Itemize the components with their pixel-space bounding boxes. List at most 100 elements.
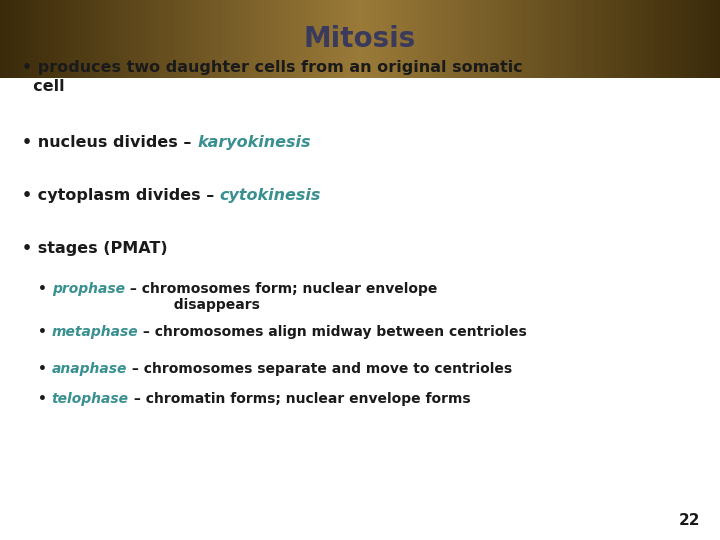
Bar	[67, 0, 70, 78]
Text: • produces two daughter cells from an original somatic
  cell: • produces two daughter cells from an or…	[22, 60, 523, 93]
Bar	[365, 0, 367, 78]
Bar	[274, 0, 276, 78]
Bar	[593, 0, 595, 78]
Bar	[502, 0, 504, 78]
Bar	[74, 0, 77, 78]
Bar	[336, 0, 338, 78]
Bar	[434, 0, 437, 78]
Bar	[446, 0, 449, 78]
Bar	[199, 0, 202, 78]
Bar	[660, 0, 662, 78]
Bar	[254, 0, 257, 78]
Bar	[413, 0, 415, 78]
Bar	[346, 0, 348, 78]
Bar	[214, 0, 216, 78]
Bar	[38, 0, 41, 78]
Bar	[209, 0, 211, 78]
Bar	[504, 0, 506, 78]
Bar	[706, 0, 708, 78]
Bar	[353, 0, 355, 78]
Bar	[297, 0, 300, 78]
Bar	[19, 0, 22, 78]
Bar	[545, 0, 547, 78]
Bar	[9, 0, 12, 78]
Bar	[27, 0, 29, 78]
Bar	[24, 0, 27, 78]
Bar	[137, 0, 139, 78]
Bar	[490, 0, 492, 78]
Bar	[655, 0, 657, 78]
Bar	[379, 0, 382, 78]
Bar	[662, 0, 665, 78]
Bar	[300, 0, 302, 78]
Bar	[675, 0, 677, 78]
Bar	[329, 0, 331, 78]
Bar	[166, 0, 168, 78]
Bar	[77, 0, 79, 78]
Bar	[369, 0, 372, 78]
Bar	[427, 0, 430, 78]
Bar	[288, 0, 290, 78]
Bar	[449, 0, 451, 78]
Bar	[585, 0, 588, 78]
Bar	[377, 0, 379, 78]
Bar	[437, 0, 439, 78]
Bar	[185, 0, 187, 78]
Text: – chromatin forms; nuclear envelope forms: – chromatin forms; nuclear envelope form…	[129, 392, 470, 406]
Bar	[132, 0, 135, 78]
Bar	[542, 0, 545, 78]
Bar	[646, 0, 648, 78]
Bar	[672, 0, 675, 78]
Bar	[240, 0, 243, 78]
Bar	[89, 0, 91, 78]
Text: • stages (PMAT): • stages (PMAT)	[22, 241, 168, 256]
Text: •: •	[38, 325, 52, 339]
Bar	[106, 0, 108, 78]
Bar	[264, 0, 266, 78]
Bar	[221, 0, 223, 78]
Bar	[228, 0, 230, 78]
Bar	[701, 0, 703, 78]
Bar	[430, 0, 432, 78]
Bar	[487, 0, 490, 78]
Bar	[540, 0, 542, 78]
Bar	[420, 0, 423, 78]
Bar	[374, 0, 377, 78]
Bar	[36, 0, 38, 78]
Bar	[715, 0, 718, 78]
Bar	[322, 0, 324, 78]
Bar	[603, 0, 605, 78]
Text: Mitosis: Mitosis	[304, 25, 416, 53]
Bar	[341, 0, 343, 78]
Bar	[302, 0, 305, 78]
Bar	[667, 0, 670, 78]
Bar	[338, 0, 341, 78]
Bar	[250, 0, 252, 78]
Bar	[468, 0, 470, 78]
Bar	[521, 0, 523, 78]
Bar	[243, 0, 245, 78]
Bar	[122, 0, 125, 78]
Bar	[650, 0, 653, 78]
Bar	[293, 0, 295, 78]
Text: •: •	[38, 282, 52, 296]
Bar	[180, 0, 182, 78]
Bar	[459, 0, 461, 78]
Bar	[130, 0, 132, 78]
Bar	[63, 0, 65, 78]
Text: • nucleus divides –: • nucleus divides –	[22, 135, 197, 150]
Bar	[235, 0, 238, 78]
Bar	[624, 0, 626, 78]
Bar	[398, 0, 401, 78]
Bar	[513, 0, 516, 78]
Bar	[115, 0, 117, 78]
Bar	[617, 0, 619, 78]
Bar	[677, 0, 679, 78]
Bar	[247, 0, 250, 78]
Bar	[367, 0, 369, 78]
Bar	[557, 0, 559, 78]
Bar	[466, 0, 468, 78]
Bar	[163, 0, 166, 78]
Bar	[197, 0, 199, 78]
Bar	[439, 0, 441, 78]
